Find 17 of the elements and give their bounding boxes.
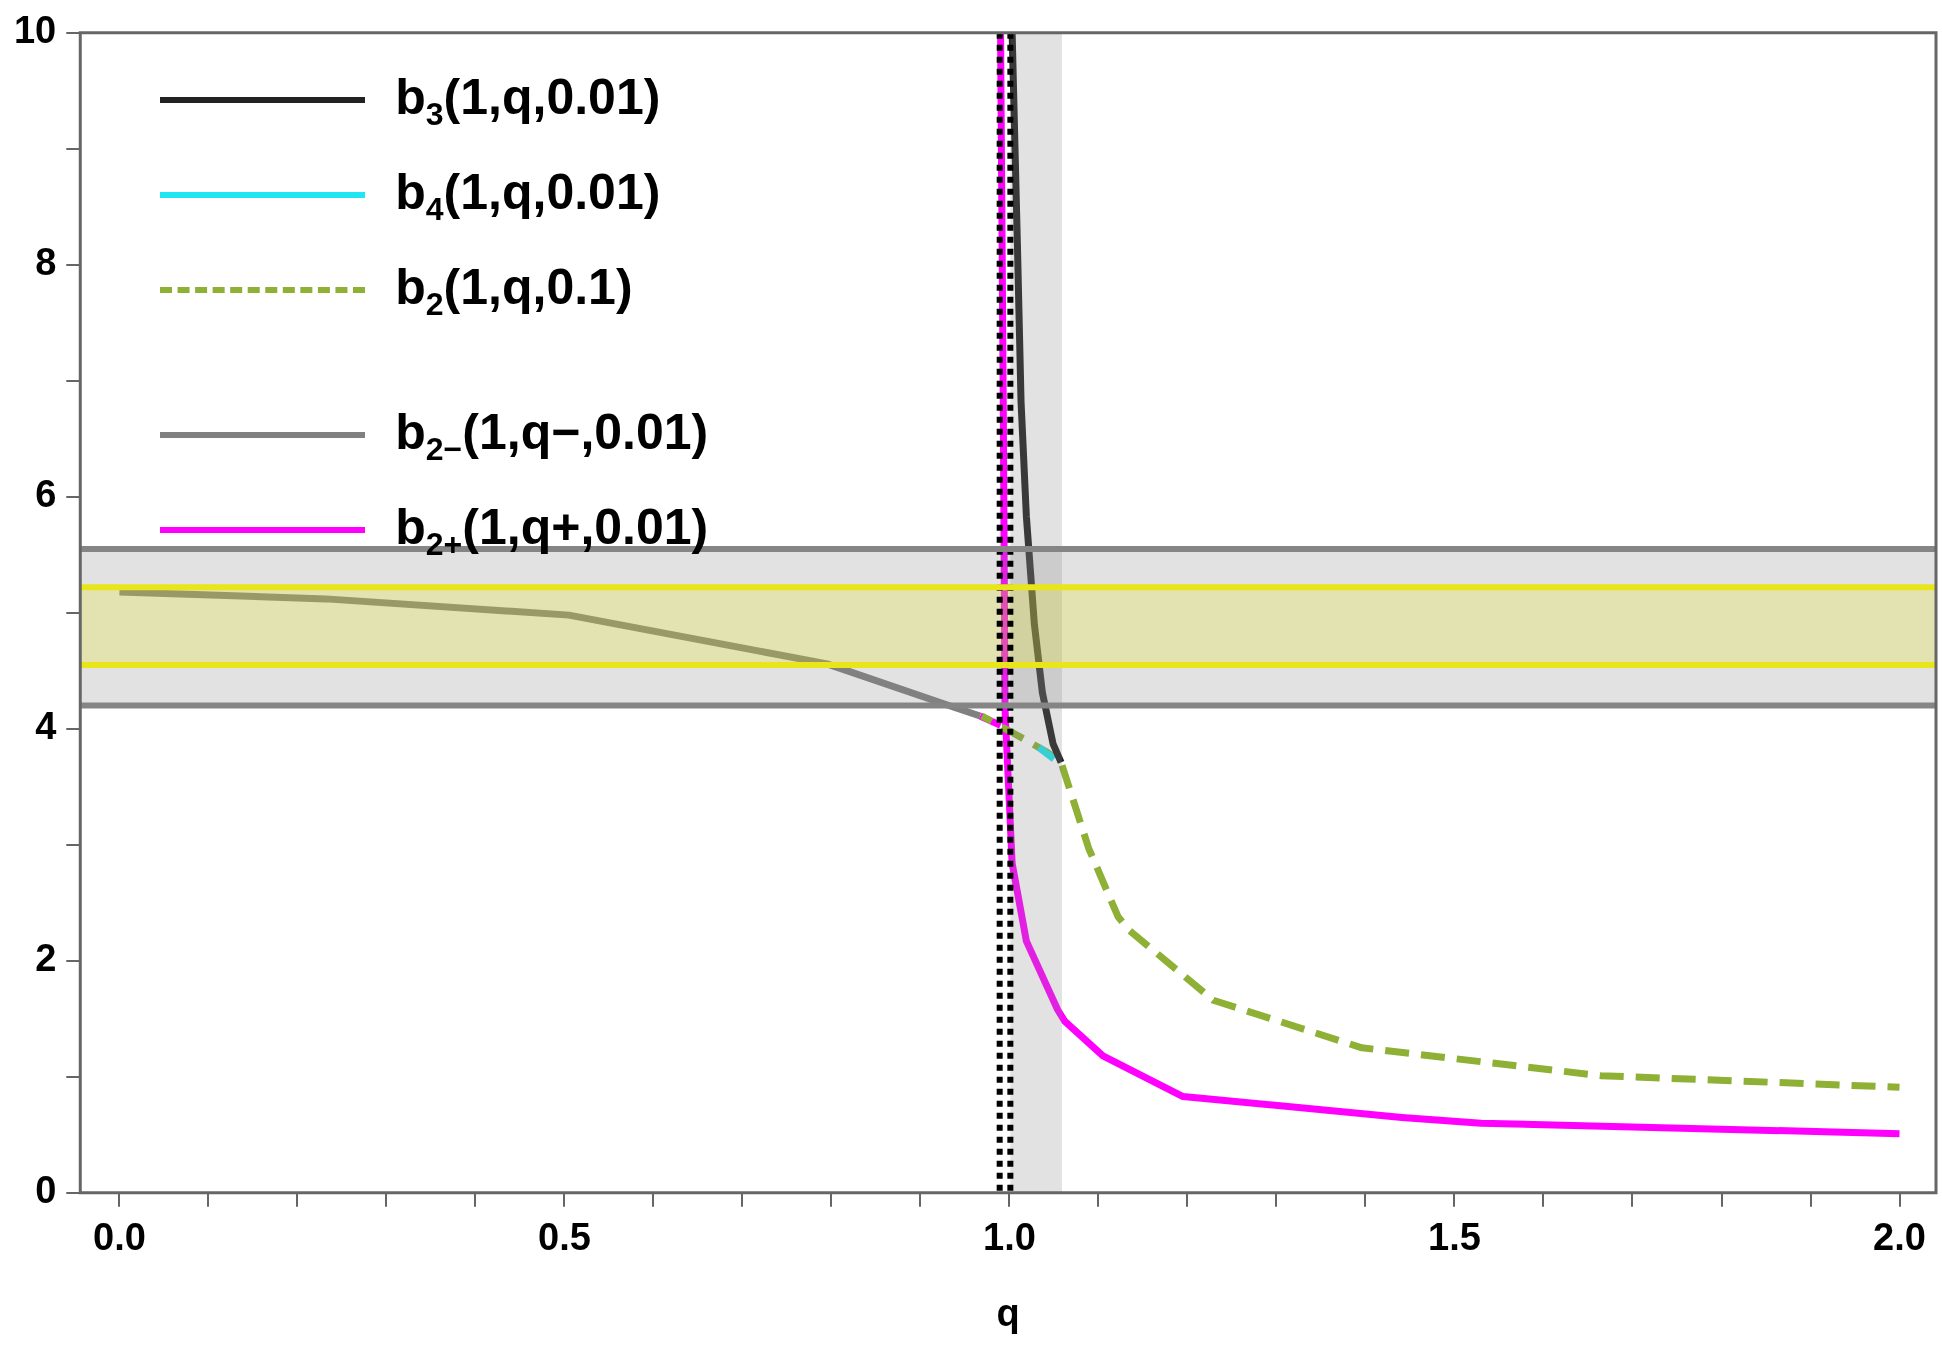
y-tick-label: 8	[35, 241, 57, 284]
x-tick-label: 2.0	[1873, 1216, 1926, 1259]
x-tick-label: 0.0	[93, 1216, 146, 1259]
legend-label: b$_{3}$(1,q,0.01)	[395, 67, 661, 133]
x-tick-label: 1.5	[1428, 1216, 1481, 1259]
legend-label: b$_{2−}$(1,q−,0.01)	[395, 402, 709, 468]
y-tick-label: 4	[35, 705, 57, 748]
y-tick-label: 10	[13, 9, 57, 52]
x-axis-title: q	[996, 1291, 1020, 1334]
legend-label: b$_{2}$(1,q,0.1)	[395, 257, 633, 323]
y-tick-label: 2	[35, 937, 57, 980]
y-tick-label: 6	[35, 473, 57, 516]
x-tick-label: 0.5	[538, 1216, 591, 1259]
y-tick-label: 0	[35, 1169, 57, 1212]
legend-label: b$_{2+}$(1,q+,0.01)	[395, 497, 709, 563]
legend-label: b$_{4}$(1,q,0.01)	[395, 162, 661, 228]
x-tick-label: 1.0	[983, 1216, 1036, 1259]
